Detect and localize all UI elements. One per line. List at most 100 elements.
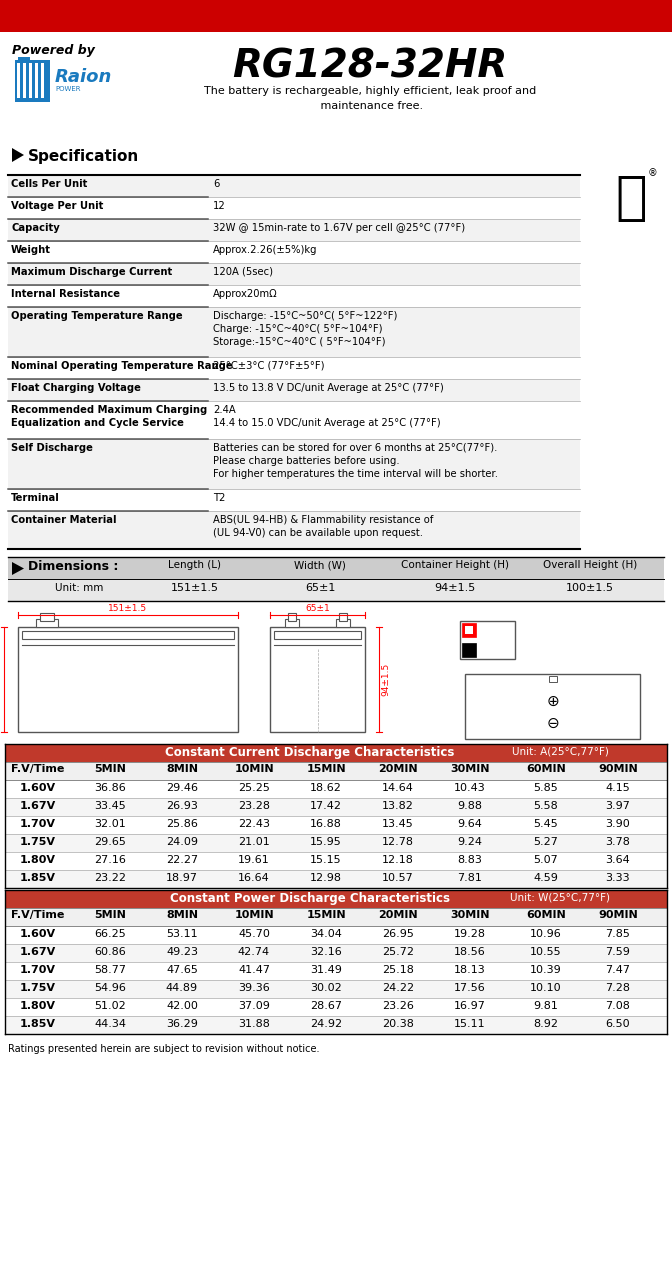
Bar: [465, 675, 640, 739]
Text: Ratings presented herein are subject to revision without notice.: Ratings presented herein are subject to …: [8, 1044, 319, 1053]
Text: 29.65: 29.65: [94, 837, 126, 847]
Bar: [5, 998, 667, 1016]
Polygon shape: [12, 562, 24, 575]
Text: 8MIN: 8MIN: [166, 910, 198, 920]
Text: 47.65: 47.65: [166, 965, 198, 975]
Bar: [8, 557, 664, 579]
Text: 14.4 to 15.0 VDC/unit Average at 25°C (77°F): 14.4 to 15.0 VDC/unit Average at 25°C (7…: [213, 419, 441, 428]
Bar: [29, 63, 32, 99]
Bar: [8, 379, 580, 401]
Bar: [15, 60, 50, 102]
Text: 10.96: 10.96: [530, 929, 562, 940]
Text: 9.24: 9.24: [458, 837, 482, 847]
Bar: [8, 285, 580, 307]
Text: 25.72: 25.72: [382, 947, 414, 957]
Text: 18.56: 18.56: [454, 947, 486, 957]
Text: 42.74: 42.74: [238, 947, 270, 957]
Text: 5MIN: 5MIN: [94, 764, 126, 774]
Text: 66.25: 66.25: [94, 929, 126, 940]
Bar: [36, 620, 58, 627]
Text: 7.59: 7.59: [605, 947, 630, 957]
Text: 28.67: 28.67: [310, 1001, 342, 1011]
Text: 18.62: 18.62: [310, 783, 342, 794]
Text: 30.02: 30.02: [310, 983, 342, 993]
Text: Approx.2.26(±5%)kg: Approx.2.26(±5%)kg: [213, 244, 317, 255]
Text: Unit: W(25°C,77°F): Unit: W(25°C,77°F): [510, 892, 610, 902]
Bar: [5, 780, 667, 797]
Text: 10.57: 10.57: [382, 873, 414, 883]
Text: 8.92: 8.92: [534, 1019, 558, 1029]
Text: 13.45: 13.45: [382, 819, 414, 829]
Text: 1.75V: 1.75V: [20, 983, 56, 993]
Polygon shape: [12, 148, 24, 163]
Text: 44.34: 44.34: [94, 1019, 126, 1029]
Text: 25.86: 25.86: [166, 819, 198, 829]
Text: 65±1: 65±1: [305, 604, 330, 613]
Text: 7.81: 7.81: [458, 873, 482, 883]
Text: 33.45: 33.45: [94, 801, 126, 812]
Text: 58.77: 58.77: [94, 965, 126, 975]
Text: 7.85: 7.85: [605, 929, 630, 940]
Text: Nominal Operating Temperature Range: Nominal Operating Temperature Range: [11, 361, 233, 371]
Text: 3.64: 3.64: [605, 855, 630, 865]
Text: 45.70: 45.70: [238, 929, 270, 940]
Text: 3.33: 3.33: [605, 873, 630, 883]
Text: 1.80V: 1.80V: [20, 855, 56, 865]
Text: 10MIN: 10MIN: [234, 764, 274, 774]
Bar: [18, 58, 30, 61]
Text: Maximum Discharge Current: Maximum Discharge Current: [11, 268, 172, 276]
Text: 1.85V: 1.85V: [20, 1019, 56, 1029]
Text: 4.59: 4.59: [534, 873, 558, 883]
Text: 10.55: 10.55: [530, 947, 562, 957]
Text: 5.07: 5.07: [534, 855, 558, 865]
Text: Unit: mm: Unit: mm: [55, 582, 103, 593]
Text: Container Material: Container Material: [11, 515, 116, 525]
Text: Constant Current Discharge Characteristics: Constant Current Discharge Characteristi…: [165, 746, 455, 759]
Text: 41.47: 41.47: [238, 965, 270, 975]
Text: 151±1.5: 151±1.5: [171, 582, 219, 593]
Text: ⊕: ⊕: [546, 694, 559, 709]
Bar: [8, 579, 664, 602]
Text: Width (W): Width (W): [294, 561, 346, 570]
Bar: [5, 797, 667, 817]
Text: 22.43: 22.43: [238, 819, 270, 829]
Bar: [8, 197, 580, 219]
Text: 44.89: 44.89: [166, 983, 198, 993]
Text: 60MIN: 60MIN: [526, 764, 566, 774]
Text: 94±1.5: 94±1.5: [381, 663, 390, 696]
Text: Operating Temperature Range: Operating Temperature Range: [11, 311, 183, 321]
Text: Recommended Maximum Charging: Recommended Maximum Charging: [11, 404, 207, 415]
Text: 39.36: 39.36: [238, 983, 270, 993]
Text: 32.01: 32.01: [94, 819, 126, 829]
Text: 1.80V: 1.80V: [20, 1001, 56, 1011]
Text: 94±1.5: 94±1.5: [434, 582, 476, 593]
Text: 25.25: 25.25: [238, 783, 270, 794]
Text: (UL 94-V0) can be available upon request.: (UL 94-V0) can be available upon request…: [213, 527, 423, 538]
Text: Discharge: -15°C~50°C( 5°F~122°F): Discharge: -15°C~50°C( 5°F~122°F): [213, 311, 397, 321]
Bar: [462, 623, 476, 637]
Text: 22.27: 22.27: [166, 855, 198, 865]
Text: 7.28: 7.28: [605, 983, 630, 993]
Text: 5.58: 5.58: [534, 801, 558, 812]
Text: 32.16: 32.16: [310, 947, 342, 957]
Text: POWER: POWER: [55, 86, 81, 92]
Text: Length (L): Length (L): [169, 561, 222, 570]
Bar: [8, 241, 580, 262]
Text: 15MIN: 15MIN: [306, 764, 346, 774]
Bar: [35, 63, 38, 99]
Bar: [5, 908, 667, 925]
Bar: [339, 613, 347, 621]
Text: 9.88: 9.88: [458, 801, 482, 812]
Text: 17.56: 17.56: [454, 983, 486, 993]
Text: 10.43: 10.43: [454, 783, 486, 794]
Text: Float Charging Voltage: Float Charging Voltage: [11, 383, 141, 393]
Bar: [8, 219, 580, 241]
Text: ABS(UL 94-HB) & Flammability resistance of: ABS(UL 94-HB) & Flammability resistance …: [213, 515, 433, 525]
Text: 100±1.5: 100±1.5: [0, 660, 2, 699]
Bar: [5, 835, 667, 852]
Bar: [8, 511, 580, 549]
Text: 23.26: 23.26: [382, 1001, 414, 1011]
Bar: [17, 63, 20, 99]
Text: 10.10: 10.10: [530, 983, 562, 993]
Text: Terminal: Terminal: [11, 493, 60, 503]
